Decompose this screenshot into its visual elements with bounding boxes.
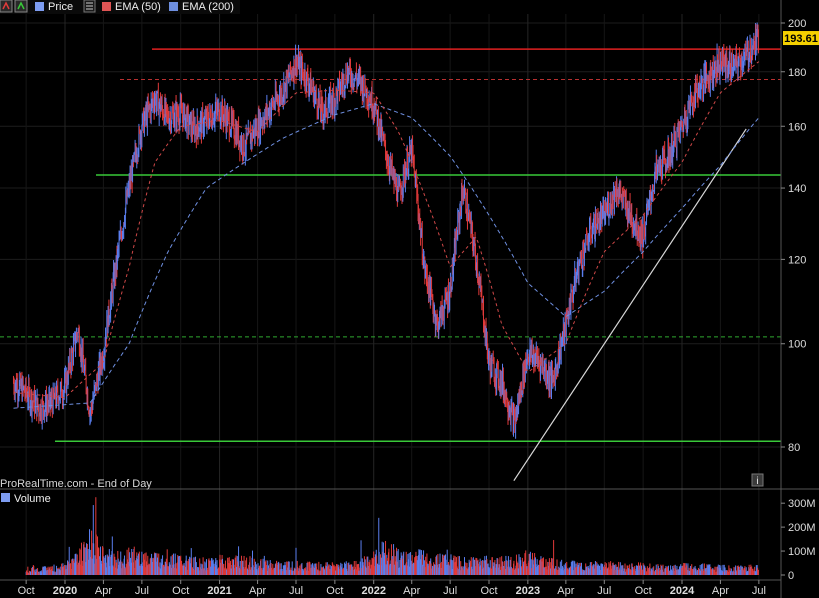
volume-legend-swatch bbox=[1, 493, 10, 502]
last-price-label: 193.61 bbox=[784, 33, 818, 45]
volume-tick-label: 100M bbox=[788, 546, 816, 558]
trendline-layer[interactable] bbox=[513, 128, 747, 482]
time-tick-label: Oct bbox=[635, 585, 652, 597]
time-tick-label: Oct bbox=[480, 585, 497, 597]
time-tick-label: Apr bbox=[403, 585, 420, 597]
last-price-box bbox=[783, 31, 819, 46]
volume-tick-label: 300M bbox=[788, 498, 816, 510]
info-button-box[interactable] bbox=[751, 473, 764, 487]
volume-legend[interactable]: Volume bbox=[1, 493, 51, 505]
price-tick-label: 200 bbox=[788, 18, 806, 30]
ema200-legend-label[interactable]: EMA (200) bbox=[182, 1, 234, 13]
price-axis-ticks[interactable]: 80 100 120 140 160 180 200 bbox=[781, 18, 806, 454]
volume-bars bbox=[25, 497, 759, 575]
ema200-line bbox=[13, 103, 760, 409]
time-tick-label: 2023 bbox=[516, 585, 540, 597]
time-tick-label: Apr bbox=[249, 585, 266, 597]
time-axis-labels: Oct 2020 Apr Jul Oct 2021 Apr Jul Oct 2022 Apr Jul O… bbox=[18, 580, 766, 597]
time-tick-label: 2022 bbox=[361, 585, 385, 597]
ema200-layer bbox=[13, 103, 760, 409]
horizontal-levels[interactable] bbox=[0, 48, 781, 443]
indicator-icon-red[interactable] bbox=[0, 0, 13, 13]
time-tick-label: Apr bbox=[712, 585, 729, 597]
trendline bbox=[513, 128, 747, 482]
ema50-layer bbox=[13, 61, 760, 399]
volume-tick-label: 200M bbox=[788, 522, 816, 534]
ema50-legend-label[interactable]: EMA (50) bbox=[115, 1, 161, 13]
price-legend-swatch bbox=[35, 2, 44, 11]
time-tick-label: Jul bbox=[597, 585, 611, 597]
price-tick-label: 120 bbox=[788, 254, 806, 266]
ema50-legend-swatch bbox=[102, 2, 111, 11]
price-tick-label: 80 bbox=[788, 442, 800, 454]
price-tick-label: 160 bbox=[788, 121, 806, 133]
volume-axis-ticks: 0 100M 200M 300M bbox=[781, 498, 816, 582]
price-legend-label[interactable]: Price bbox=[48, 1, 73, 13]
time-tick-label: 2021 bbox=[207, 585, 231, 597]
price-tick-label: 180 bbox=[788, 67, 806, 79]
time-tick-label: Jul bbox=[752, 585, 766, 597]
indicator-icon-green[interactable] bbox=[14, 0, 28, 13]
price-tick-label: 140 bbox=[788, 183, 806, 195]
price-tick-label: 100 bbox=[788, 339, 806, 351]
ema50-line bbox=[13, 61, 760, 399]
legend-bar[interactable]: Price EMA (50) EMA (200) bbox=[0, 0, 240, 14]
volume-tick-label: 0 bbox=[788, 570, 794, 582]
time-tick-label: Jul bbox=[443, 585, 457, 597]
time-tick-label: Oct bbox=[326, 585, 343, 597]
time-tick-label: 2024 bbox=[670, 585, 695, 597]
time-tick-label: 2020 bbox=[53, 585, 77, 597]
ema200-legend-swatch bbox=[169, 2, 178, 11]
time-tick-label: Oct bbox=[172, 585, 189, 597]
watermark-text: ProRealTime.com - End of Day bbox=[0, 478, 152, 490]
time-tick-label: Apr bbox=[557, 585, 574, 597]
price-panel-background bbox=[0, 14, 781, 489]
time-tick-label: Apr bbox=[95, 585, 112, 597]
menu-icon[interactable] bbox=[83, 0, 96, 13]
volume-legend-label[interactable]: Volume bbox=[14, 493, 51, 505]
info-button[interactable]: i bbox=[751, 473, 764, 487]
price-gridlines bbox=[0, 22, 781, 448]
legend-background bbox=[0, 0, 240, 14]
info-icon[interactable]: i bbox=[756, 476, 758, 487]
time-tick-label: Jul bbox=[289, 585, 303, 597]
time-tick-label: Oct bbox=[18, 585, 35, 597]
time-tick-label: Jul bbox=[135, 585, 149, 597]
last-price-marker: 193.61 bbox=[783, 31, 819, 46]
